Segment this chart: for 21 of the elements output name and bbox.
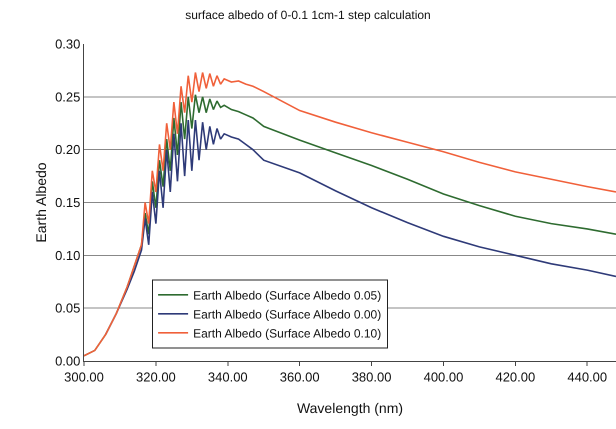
y-axis-title: Earth Albedo — [33, 162, 49, 243]
y-tick-label: 0.10 — [55, 248, 80, 263]
x-tick-label: 380.00 — [352, 370, 392, 385]
chart-title: surface albedo of 0-0.1 1cm-1 step calculation — [185, 8, 431, 22]
x-tick-label: 340.00 — [208, 370, 248, 385]
x-tick-label: 440.00 — [567, 370, 608, 385]
x-tick-label: 420.00 — [495, 370, 536, 385]
y-tick-label: 0.20 — [55, 142, 80, 158]
legend-label: Earth Albedo (Surface Albedo 0.10) — [193, 326, 382, 340]
legend-label: Earth Albedo (Surface Albedo 0.05) — [193, 288, 382, 302]
x-axis-title: Wavelength (nm) — [296, 400, 404, 416]
x-tick-label: 320.00 — [136, 370, 176, 385]
y-tick-label: 0.25 — [55, 89, 80, 104]
legend-label: Earth Albedo (Surface Albedo 0.00) — [193, 308, 382, 322]
y-tick-label: 0.05 — [55, 300, 80, 316]
x-tick-label: 400.00 — [424, 370, 464, 385]
y-tick-label: 0.00 — [55, 354, 80, 369]
x-tick-label: 300.00 — [64, 370, 104, 385]
y-tick-label: 0.30 — [55, 36, 80, 52]
x-tick-label: 360.00 — [280, 370, 320, 385]
y-tick-label: 0.15 — [55, 195, 80, 210]
